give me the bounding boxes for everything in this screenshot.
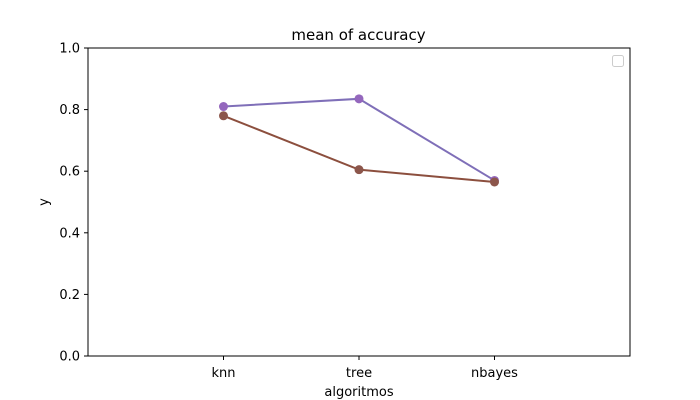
y-tick-label: 0.4 [59,226,80,241]
x-tick-label: nbayes [471,366,518,381]
plot-area [87,47,631,357]
y-axis-label: y [37,198,52,206]
data-point [354,165,364,175]
y-tick-label: 1.0 [59,42,80,57]
y-axis: 0.0 0.2 0.4 0.6 0.8 1.0 [59,42,88,365]
data-point [354,94,364,104]
y-tick-label: 0.8 [59,103,80,118]
y-tick-label: 0.0 [59,350,80,365]
data-point [490,177,499,187]
legend-box [612,55,624,67]
x-axis: knn tree nbayes [211,356,518,381]
x-tick-label: tree [346,366,372,381]
data-point [219,111,228,121]
y-tick-label: 0.6 [59,165,80,180]
y-tick-label: 0.2 [59,288,80,303]
x-axis-label: algoritmos [324,385,393,400]
data-point [219,102,228,112]
x-tick-label: knn [211,366,235,381]
chart-title: mean of accuracy [291,26,425,44]
series-group [219,94,499,187]
